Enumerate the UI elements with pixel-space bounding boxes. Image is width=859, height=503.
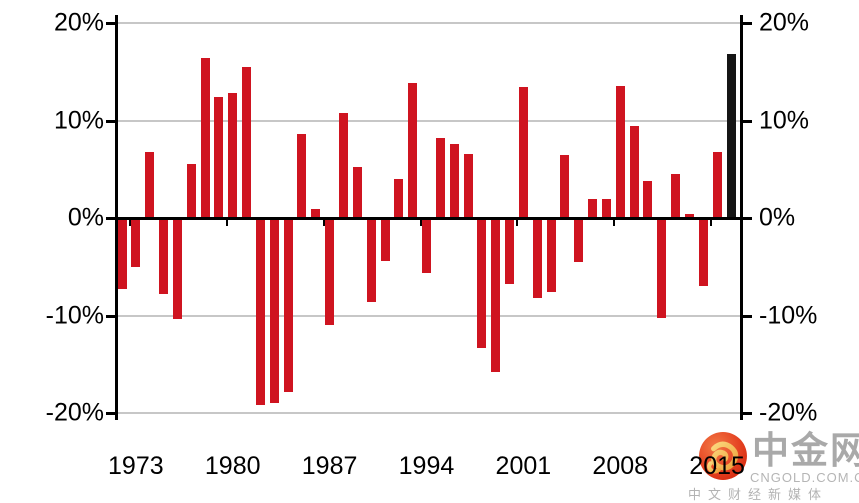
bar (366, 218, 376, 302)
y-tick-label-left: 20% (53, 8, 104, 37)
bar (242, 66, 252, 218)
y-axis-tick-right (743, 22, 752, 25)
y-tick-label-right: 0% (759, 203, 796, 232)
y-axis-tick-left (106, 412, 115, 415)
x-tick-label: 2001 (495, 452, 552, 480)
x-axis-tick (516, 219, 519, 226)
gridline (117, 412, 741, 414)
x-tick-label: 2008 (592, 452, 649, 480)
bar (588, 198, 598, 218)
bar (671, 174, 681, 218)
bar (546, 218, 556, 293)
bar (172, 218, 182, 320)
bar (615, 86, 625, 218)
bar (518, 87, 528, 218)
y-axis-tick-left (106, 217, 115, 220)
y-axis-tick-left (106, 119, 115, 123)
bar (491, 218, 501, 373)
y-axis-tick-right (743, 314, 752, 318)
bar (698, 218, 708, 287)
bar (283, 218, 293, 392)
y-tick-label-right: 20% (759, 8, 810, 37)
x-axis-tick (710, 219, 713, 226)
bar (269, 218, 279, 404)
bar (297, 134, 307, 218)
bar (560, 154, 570, 218)
bar (477, 218, 487, 348)
x-axis-tick (613, 219, 616, 226)
bar (159, 218, 168, 294)
y-axis-left (115, 15, 118, 420)
y-axis-right (740, 15, 743, 420)
bar (214, 97, 224, 218)
bar (394, 179, 404, 218)
x-axis-tick (225, 219, 228, 226)
bar (463, 153, 473, 218)
bar (574, 218, 584, 262)
y-tick-label-right: 10% (759, 106, 810, 134)
x-axis-zero-line (117, 217, 741, 220)
bar (228, 93, 238, 218)
x-tick-label: 1980 (204, 452, 261, 480)
x-tick-label: 1987 (301, 452, 358, 480)
bar (131, 218, 141, 267)
y-axis-tick-left (106, 22, 115, 25)
gridline (117, 314, 741, 317)
bar (435, 138, 445, 218)
y-tick-label-left: 10% (53, 106, 104, 134)
bar (255, 218, 265, 406)
x-axis-tick (128, 219, 131, 226)
bar (145, 151, 155, 218)
x-tick-label: 1994 (398, 452, 455, 480)
bar (726, 54, 736, 218)
bar (311, 209, 321, 218)
bar (352, 167, 362, 218)
y-tick-label-left: -10% (45, 301, 104, 329)
x-axis-tick (419, 219, 422, 226)
bar (657, 218, 667, 319)
watermark-domain: CNGOLD.COM.CN (750, 470, 859, 485)
bar (186, 164, 196, 218)
y-axis-tick-left (106, 314, 115, 318)
bar (629, 126, 639, 218)
cngold-logo-icon (699, 432, 747, 480)
gridline (117, 119, 741, 122)
y-axis-tick-right (743, 217, 752, 220)
bar (449, 143, 459, 218)
watermark-brand: 中金网 (752, 430, 859, 471)
bar (200, 58, 210, 218)
bar (532, 218, 542, 298)
bar (422, 218, 431, 273)
watermark-tagline: 中文财经新媒体 (688, 487, 829, 502)
bar (380, 218, 390, 261)
bar (325, 218, 335, 326)
bar (408, 83, 418, 218)
y-tick-label-right: -10% (759, 301, 818, 329)
bar (712, 151, 722, 218)
x-tick-label: 2015 (689, 452, 745, 480)
y-axis-tick-right (743, 119, 752, 123)
bar (601, 198, 611, 218)
bar (684, 214, 694, 218)
x-tick-label: 1973 (108, 452, 164, 480)
gridline (117, 22, 741, 24)
watermark: 中金网 CNGOLD.COM.CN 中文财经新媒体 (688, 428, 859, 502)
y-axis-tick-right (743, 412, 752, 415)
y-tick-label-left: -20% (45, 398, 104, 427)
x-axis-tick (322, 219, 325, 226)
bar (117, 218, 127, 290)
bar (505, 218, 514, 285)
y-tick-label-left: 0% (67, 203, 104, 232)
y-tick-label-right: -20% (759, 398, 818, 427)
bar (643, 180, 653, 218)
bar (338, 112, 348, 218)
